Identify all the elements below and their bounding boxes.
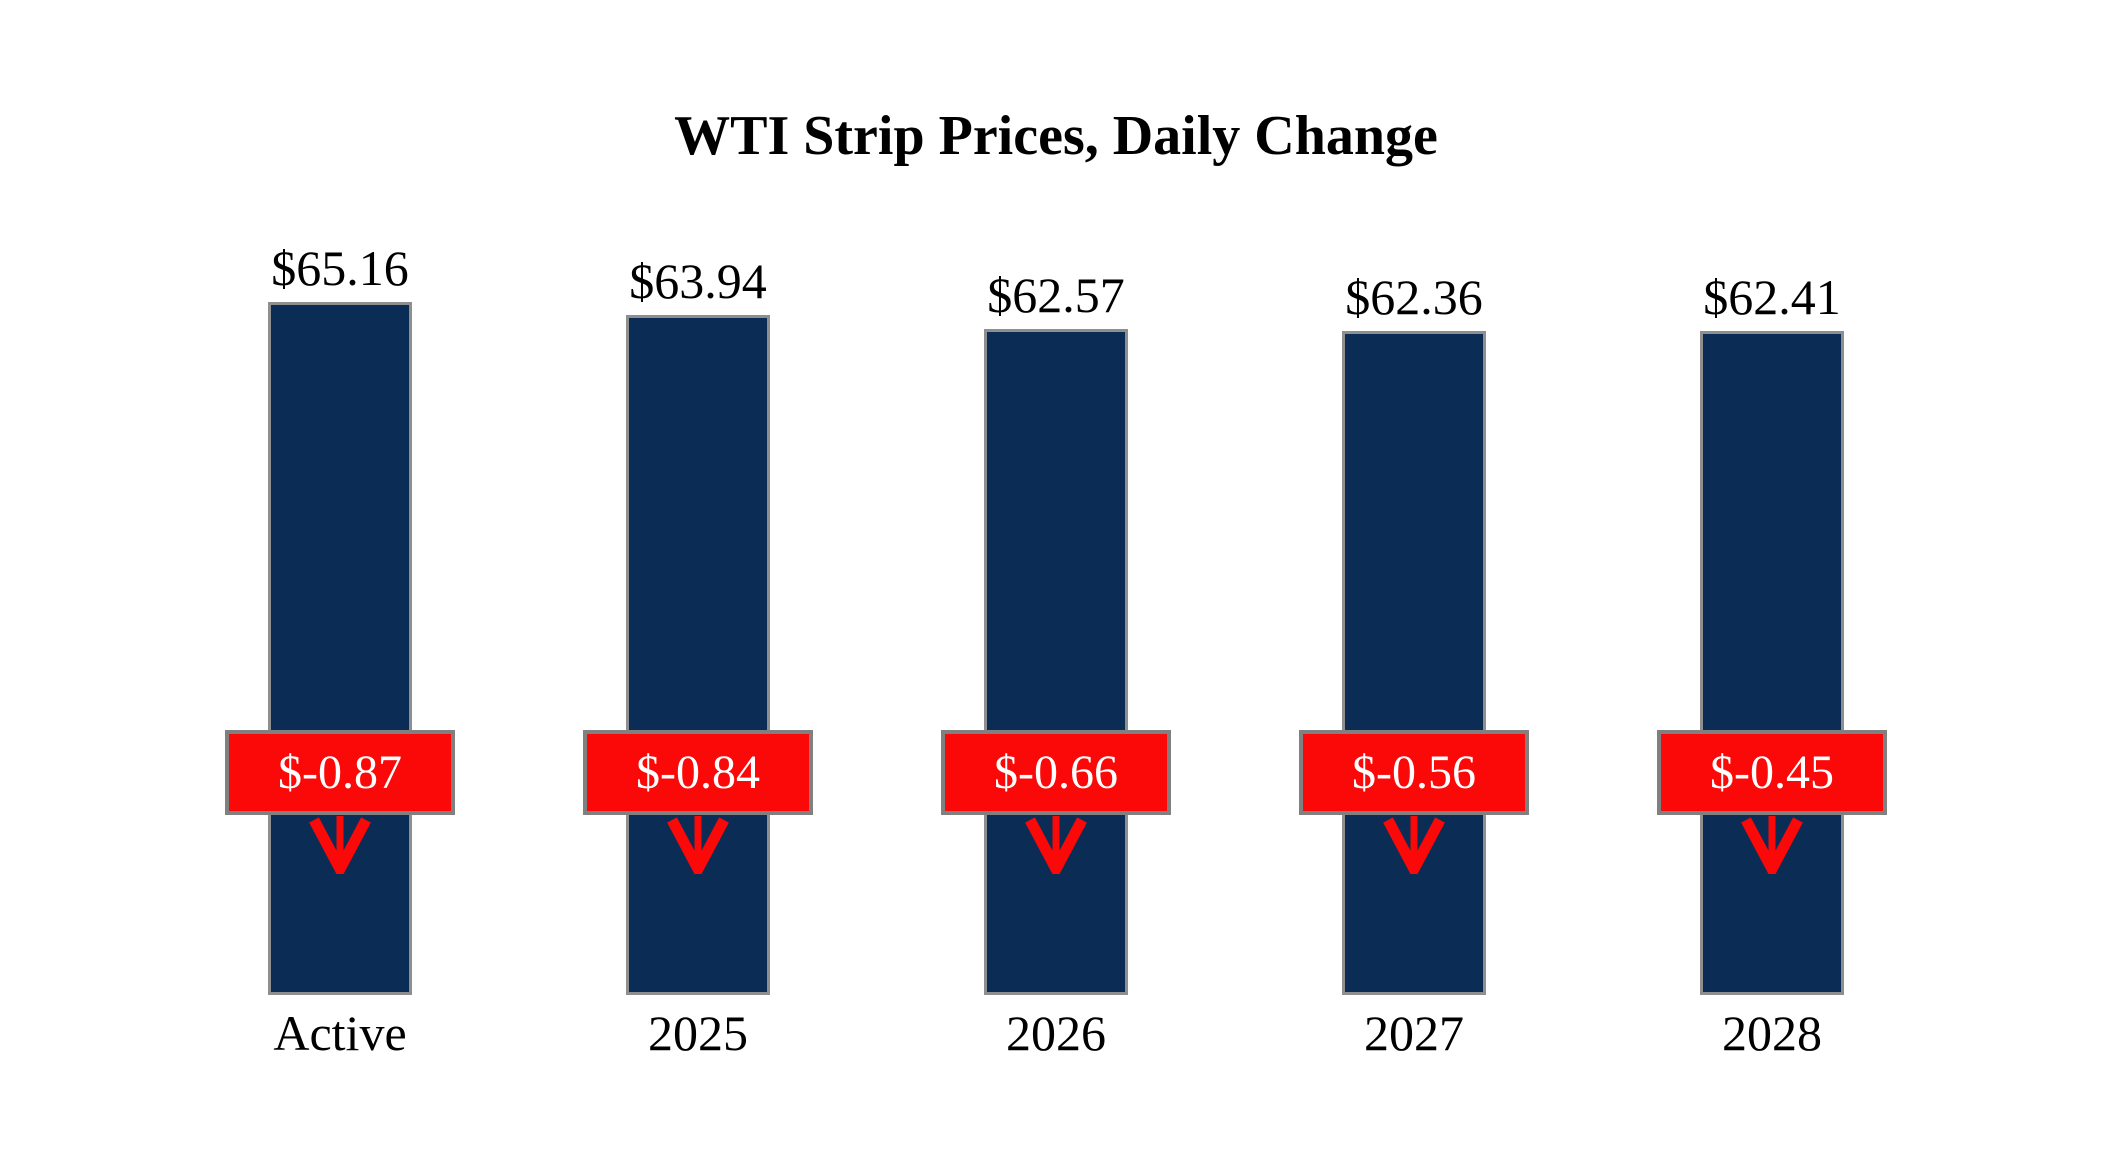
- change-badge-label: $-0.87: [278, 746, 402, 799]
- change-badge-label: $-0.56: [1352, 746, 1476, 799]
- bar-value-label: $62.57: [987, 267, 1125, 323]
- bar-group: $62.36 $-0.56 2027: [1235, 0, 1593, 1152]
- change-badge: $-0.66: [941, 730, 1171, 815]
- change-badge-label: $-0.66: [994, 746, 1118, 799]
- change-badge: $-0.56: [1299, 730, 1529, 815]
- category-label: 2028: [1722, 1005, 1822, 1061]
- change-badge: $-0.84: [583, 730, 813, 815]
- bar: [268, 302, 412, 995]
- bar-value-label: $62.36: [1345, 269, 1483, 325]
- bar: [626, 315, 770, 995]
- down-arrow-icon: [666, 816, 730, 881]
- change-badge: $-0.45: [1657, 730, 1887, 815]
- change-badge-label: $-0.45: [1710, 746, 1834, 799]
- chart-title: WTI Strip Prices, Daily Change: [674, 105, 1438, 167]
- change-badge: $-0.87: [225, 730, 455, 815]
- down-arrow-icon: [1740, 816, 1804, 881]
- bar-group: $62.57 $-0.66 2026: [877, 0, 1235, 1152]
- category-label: Active: [273, 1005, 407, 1061]
- category-label: 2027: [1364, 1005, 1464, 1061]
- bar-value-label: $65.16: [271, 240, 409, 296]
- down-arrow-icon: [308, 816, 372, 881]
- down-arrow-icon: [1024, 816, 1088, 881]
- bar-value-label: $62.41: [1703, 269, 1841, 325]
- bar: [984, 329, 1128, 995]
- down-arrow-icon: [1382, 816, 1446, 881]
- bar-group: $62.41 $-0.45 2028: [1593, 0, 1951, 1152]
- category-label: 2026: [1006, 1005, 1106, 1061]
- bar-value-label: $63.94: [629, 253, 767, 309]
- category-label: 2025: [648, 1005, 748, 1061]
- bar-group: $65.16 $-0.87 Active: [161, 0, 519, 1152]
- bar: [1342, 331, 1486, 995]
- change-badge-label: $-0.84: [636, 746, 760, 799]
- bar-group: $63.94 $-0.84 2025: [519, 0, 877, 1152]
- bar: [1700, 331, 1844, 995]
